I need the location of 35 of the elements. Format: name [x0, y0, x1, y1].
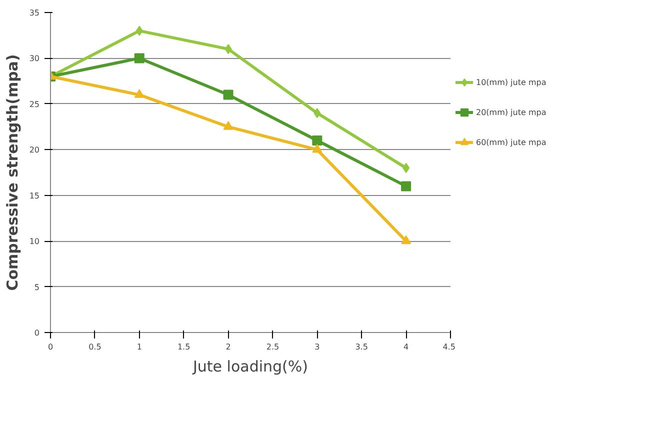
- y-tick-label: 25: [29, 100, 40, 109]
- point: [401, 235, 412, 244]
- point: [223, 90, 234, 100]
- point: [136, 26, 143, 36]
- y-tick-label: 35: [29, 8, 40, 18]
- y-tick-label: 20: [29, 146, 40, 155]
- y-tick-label: 10: [29, 237, 40, 246]
- x-tick-label: 0.5: [88, 342, 102, 352]
- x-tick-label: 2: [226, 342, 231, 352]
- legend-label: 10(mm) jute mpa: [476, 78, 546, 86]
- x-tick-label: 0: [48, 342, 54, 352]
- x-tick-label: 2.5: [266, 342, 280, 352]
- point: [402, 162, 410, 173]
- x-axis-title: Jute loading(%): [192, 358, 308, 376]
- point: [314, 108, 321, 118]
- x-tick-label: 1: [136, 342, 142, 352]
- point: [134, 53, 144, 64]
- legend-label: 60(mm) jute mpa: [476, 138, 546, 146]
- y-tick-label: 30: [29, 54, 40, 64]
- point: [223, 121, 234, 130]
- point: [312, 144, 322, 153]
- point: [224, 44, 232, 54]
- x-tick-label: 1.5: [177, 342, 190, 352]
- x-tick-label: 3: [314, 342, 320, 352]
- x-tick-label: 3.5: [355, 342, 368, 352]
- legend-label: 20(mm) jute mpa: [476, 108, 546, 116]
- y-tick-label: 0: [34, 328, 40, 338]
- y-tick-label: 5: [34, 282, 40, 292]
- y-axis-title: Compressive strength(mpa): [3, 54, 22, 291]
- point: [312, 136, 322, 146]
- y-tick-label: 15: [29, 191, 40, 200]
- point: [134, 89, 144, 98]
- x-tick-label: 4.5: [442, 342, 456, 352]
- x-tick-label: 4: [404, 342, 409, 352]
- point: [401, 181, 412, 192]
